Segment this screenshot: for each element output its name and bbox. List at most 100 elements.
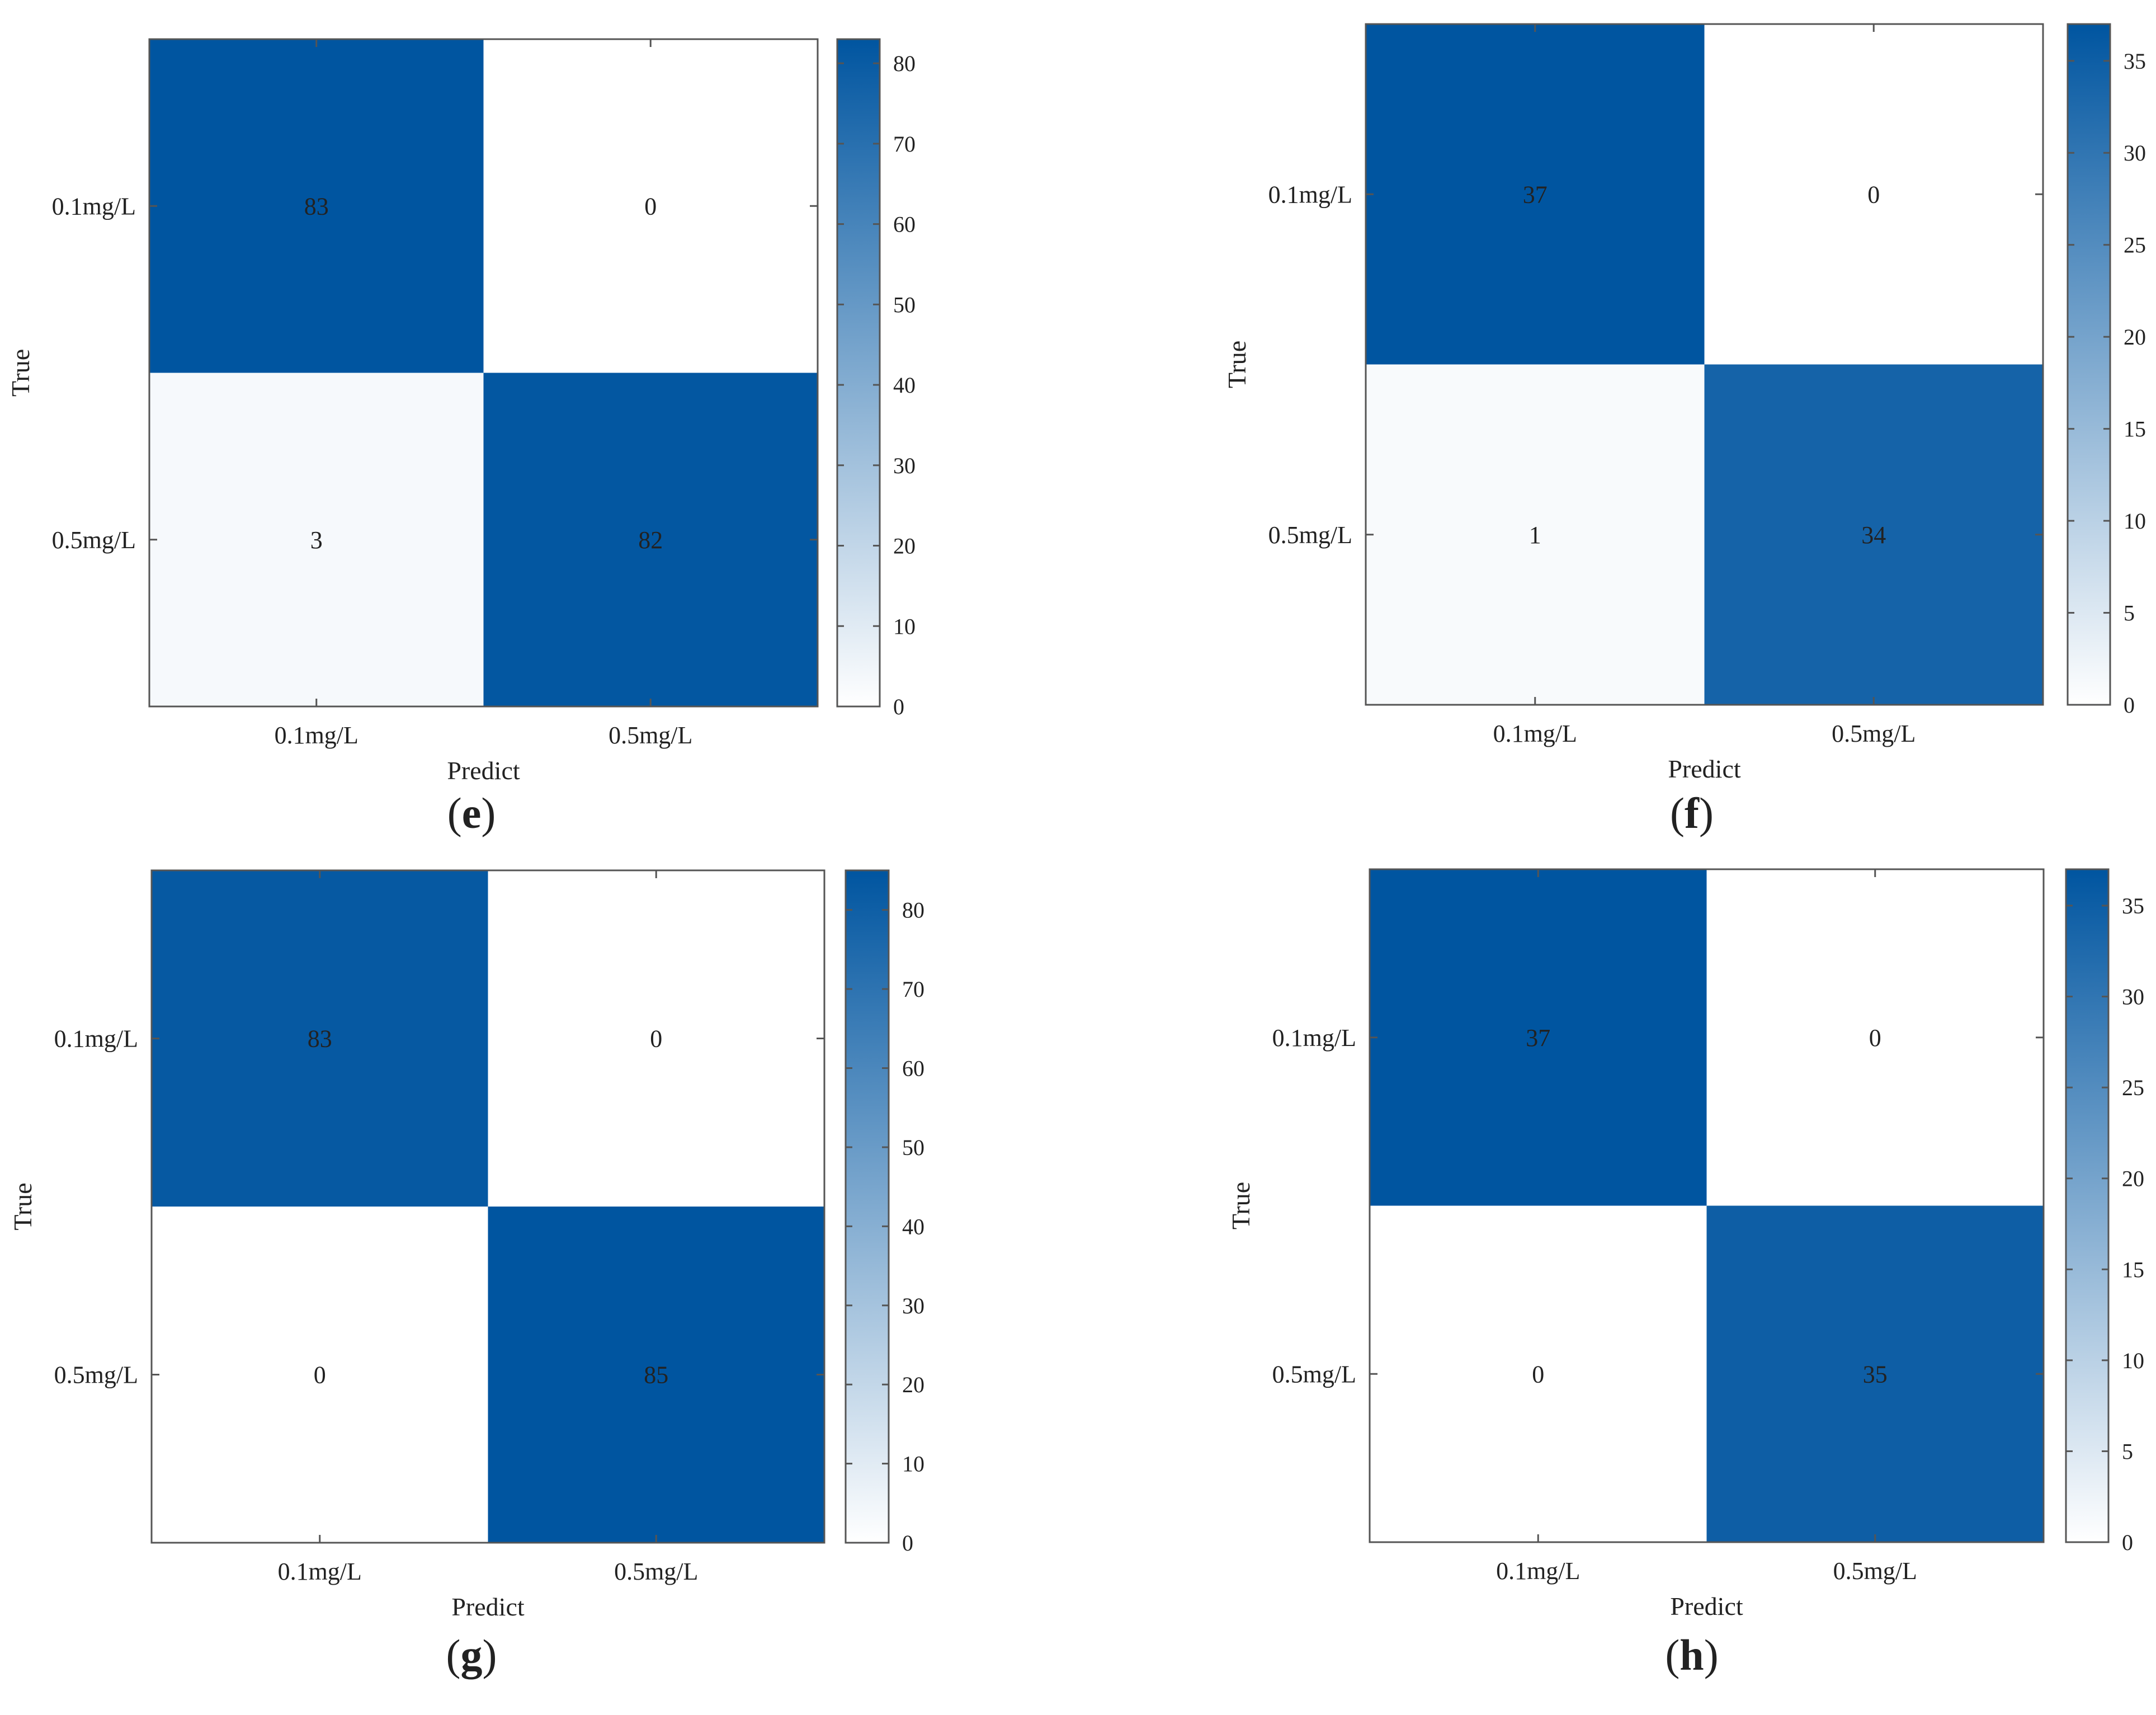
y-tick-label: 0.1mg/L — [54, 1025, 138, 1053]
colorbar-tick-label: 40 — [902, 1214, 924, 1239]
heatmap-cell — [152, 1207, 488, 1543]
heatmap-cell — [152, 870, 488, 1207]
caption-close-paren: ) — [483, 1631, 497, 1679]
panel-caption: (f) — [1670, 789, 1714, 837]
x-axis-title: Predict — [447, 756, 520, 785]
y-axis-title: True — [8, 1182, 37, 1230]
heatmap-cell — [488, 1207, 824, 1543]
colorbar-tick-label: 70 — [893, 131, 916, 157]
plot-frame — [150, 869, 825, 1544]
colorbar-tick-label: 20 — [902, 1372, 924, 1397]
colorbar-tick-label: 50 — [902, 1135, 924, 1160]
colorbar-tick-label: 10 — [2124, 508, 2146, 534]
caption-open-paren: ( — [446, 1631, 461, 1679]
caption-letter: f — [1685, 789, 1700, 837]
colorbar-tick-label: 25 — [2124, 233, 2146, 258]
heatmap-cell — [1370, 1205, 1707, 1542]
colorbar-tick-label: 80 — [902, 898, 924, 923]
colorbar-tick-label: 0 — [902, 1530, 913, 1556]
caption-close-paren: ) — [1699, 789, 1714, 837]
colorbar-tick-label: 10 — [893, 614, 916, 639]
x-axis-title: Predict — [451, 1593, 525, 1621]
colorbar-tick-label: 40 — [893, 373, 916, 398]
y-tick-label: 0.5mg/L — [1268, 521, 1352, 549]
caption-close-paren: ) — [1704, 1631, 1719, 1679]
caption-letter: g — [461, 1631, 483, 1679]
panel-h: 37 0 0 35 0.1mg/L 0.5mg/L 0.1mg/L 0.5mg/L Predic… — [1226, 868, 2144, 1679]
cell-value-label: 83 — [304, 192, 329, 220]
colorbar-tick-label: 10 — [902, 1452, 924, 1477]
x-tick-label: 0.1mg/L — [278, 1558, 362, 1585]
plot-frame — [148, 38, 819, 708]
y-tick-label: 0.5mg/L — [54, 1361, 138, 1389]
colorbar-tick-label: 30 — [2124, 140, 2146, 166]
cell-value-label: 1 — [1529, 521, 1541, 549]
heatmap-cell — [1706, 1205, 2044, 1542]
colorbar-tick-label: 0 — [893, 694, 904, 719]
colorbar-tick-label: 60 — [893, 212, 916, 237]
cell-value-label: 34 — [1861, 521, 1886, 549]
colorbar-tick-label: 5 — [2122, 1439, 2133, 1464]
heatmap-cell — [483, 39, 818, 373]
colorbar — [2067, 23, 2111, 706]
y-tick-label: 0.5mg/L — [52, 526, 136, 554]
panel-e: 83 0 3 82 0.1mg/L 0.5mg/L 0.1mg/L 0.5mg/L Predic… — [6, 38, 916, 837]
caption-open-paren: ( — [1665, 1631, 1679, 1679]
colorbar-tick-label: 70 — [902, 977, 924, 1002]
cell-value-label: 0 — [1867, 181, 1880, 208]
y-axis-title: True — [1226, 1182, 1255, 1229]
panel-caption: (g) — [446, 1631, 497, 1679]
y-tick-label: 0.5mg/L — [1272, 1360, 1356, 1388]
plot-frame — [1365, 23, 2044, 706]
colorbar-tick-label: 60 — [902, 1056, 924, 1081]
cell-value-label: 0 — [644, 192, 657, 220]
heatmap-cell — [1704, 24, 2043, 365]
x-axis-title: Predict — [1670, 1592, 1743, 1620]
y-tick-label: 0.1mg/L — [52, 192, 136, 220]
x-tick-label: 0.1mg/L — [1493, 720, 1577, 747]
x-tick-label: 0.5mg/L — [1832, 720, 1916, 747]
x-axis-title: Predict — [1668, 755, 1741, 783]
cell-value-label: 82 — [638, 526, 663, 554]
colorbar-tick-label: 15 — [2124, 417, 2146, 442]
cell-value-label: 83 — [308, 1025, 332, 1053]
heatmap-cell — [483, 373, 818, 706]
caption-open-paren: ( — [447, 789, 462, 837]
x-tick-label: 0.1mg/L — [1496, 1557, 1580, 1585]
colorbar-tick-label: 0 — [2122, 1530, 2133, 1555]
cell-value-label: 37 — [1523, 181, 1548, 208]
colorbar-tick-label: 5 — [2124, 601, 2135, 626]
cell-value-label: 37 — [1526, 1024, 1550, 1052]
colorbar-tick-label: 25 — [2122, 1075, 2144, 1100]
y-tick-label: 0.1mg/L — [1272, 1024, 1356, 1052]
heatmap-cell — [149, 39, 484, 373]
x-tick-label: 0.1mg/L — [275, 722, 358, 749]
cell-value-label: 0 — [650, 1025, 662, 1053]
colorbar — [836, 38, 881, 708]
cell-value-label: 0 — [314, 1361, 326, 1389]
caption-close-paren: ) — [481, 789, 496, 837]
heatmap-cell — [1704, 364, 2043, 705]
cell-value-label: 85 — [644, 1361, 668, 1389]
colorbar-tick-label: 30 — [893, 453, 916, 478]
heatmap-cell — [1366, 364, 1705, 705]
cell-value-label: 3 — [310, 526, 323, 554]
panel-g: 83 0 0 85 0.1mg/L 0.5mg/L 0.1mg/L 0.5mg/L Predic… — [8, 869, 924, 1679]
plot-frame — [1369, 868, 2045, 1543]
heatmap-cell — [488, 870, 824, 1207]
heatmap-cell — [1366, 24, 1705, 365]
colorbar-tick-label: 0 — [2124, 692, 2135, 718]
heatmap-cell — [1706, 869, 2044, 1206]
caption-letter: e — [462, 789, 482, 837]
x-tick-label: 0.5mg/L — [614, 1558, 698, 1585]
cell-value-label: 0 — [1532, 1360, 1544, 1388]
panel-caption: (h) — [1665, 1631, 1718, 1679]
cell-value-label: 0 — [1869, 1024, 1881, 1052]
colorbar-tick-label: 35 — [2122, 893, 2144, 918]
x-tick-label: 0.5mg/L — [1833, 1557, 1917, 1585]
heatmap-cell — [149, 373, 484, 706]
panel-f: 37 0 1 34 0.1mg/L 0.5mg/L 0.1mg/L 0.5mg/L Predic… — [1223, 23, 2146, 837]
caption-letter: h — [1679, 1631, 1704, 1679]
colorbar — [2065, 868, 2110, 1543]
